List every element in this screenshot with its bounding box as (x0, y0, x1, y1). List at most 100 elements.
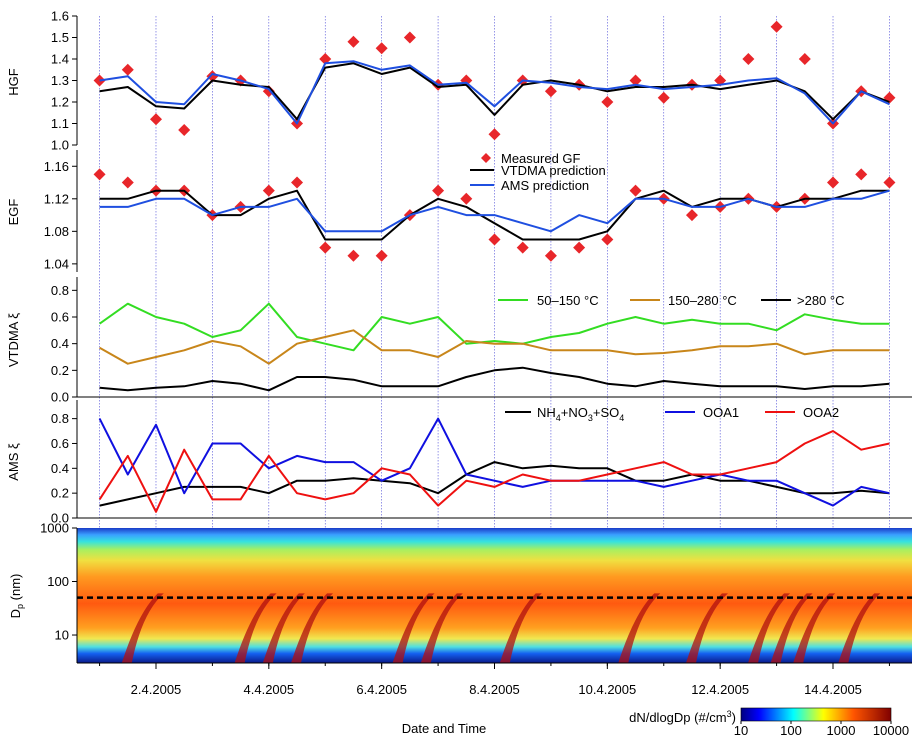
measured-gf-point (403, 31, 416, 44)
measured-gf-point (206, 70, 219, 83)
measured-gf-point (544, 85, 557, 98)
nucleation-event-band (838, 593, 881, 663)
y-tick-label: 1000 (40, 521, 69, 536)
series-line-50–150 °C (99, 302, 890, 352)
measured-gf-point (629, 74, 642, 87)
heat-y-label: Dp (nm) (8, 574, 25, 619)
y-tick-label: 10 (55, 628, 69, 643)
y-tick-label: 1.3 (51, 73, 69, 88)
nucleation-event-band (748, 593, 791, 663)
y-tick-label: 1.12 (44, 191, 69, 206)
vtdma-series (99, 302, 890, 392)
y-tick-label: 0.2 (51, 486, 69, 501)
nucleation-events (121, 593, 881, 663)
legend-vtdma-label: VTDMA prediction (501, 163, 606, 178)
nucleation-event-band (770, 593, 813, 663)
y-tick-label: 0.6 (51, 436, 69, 451)
measured-gf-point (319, 53, 332, 65)
y-tick-label: 0.0 (51, 511, 69, 526)
size-distribution-panel: 10 100 1000 Dp (nm) (8, 521, 912, 664)
series-line-OOA2 (98, 430, 890, 513)
y-tick-label: 1.0 (51, 138, 69, 153)
measured-gf-point (488, 128, 501, 141)
y-tick-label: 1.08 (44, 224, 69, 239)
colorbar-gradient (740, 707, 892, 722)
colorbar-tick-label: 1000 (827, 723, 856, 738)
nucleation-event-band (121, 593, 164, 663)
nucleation-event-band (234, 593, 277, 663)
measured-gf-point (573, 241, 586, 254)
measured-gf-point (121, 176, 134, 189)
egf-series (93, 168, 896, 262)
measured-gf-point (121, 63, 134, 76)
x-axis-ticks: 2.4.2005 4.4.2005 6.4.2005 8.4.2005 10.4.200… (99, 663, 890, 697)
egf-panel: 1.04 1.08 1.12 1.16 EGF (6, 150, 896, 272)
measured-gf-point (178, 123, 191, 136)
colorbar-tick-label: 100 (780, 723, 802, 738)
measured-gf-point (629, 184, 642, 197)
legend-150-280-label: 150–280 °C (668, 293, 737, 308)
hgf-panel: 1.0 1.1 1.2 1.3 1.4 1.5 1.6 HGF (6, 9, 896, 153)
series-line-AMS prediction (99, 189, 890, 233)
y-tick-label: 0.0 (51, 390, 69, 405)
series-line-AMS prediction (99, 60, 890, 125)
y-tick-label: 0.2 (51, 363, 69, 378)
gf-legend: Measured GF VTDMA prediction AMS predict… (470, 151, 606, 193)
measured-gf-point (93, 74, 106, 87)
measured-gf-point (855, 168, 868, 181)
y-tick-label: 100 (47, 574, 69, 589)
x-tick-label: 4.4.2005 (244, 682, 295, 697)
measured-gf-point (883, 176, 896, 189)
nucleation-event-band (262, 593, 305, 663)
measured-gf-point (601, 96, 614, 108)
measured-gf-point (742, 53, 755, 65)
y-tick-label: 0.8 (51, 411, 69, 426)
legend-measured-marker (481, 153, 491, 163)
measured-gf-point (657, 91, 670, 104)
measured-gf-point (827, 176, 840, 189)
measured-gf-point (516, 241, 529, 254)
legend-ooa1-label: OOA1 (703, 405, 739, 420)
vtdma-legend: 50–150 °C 150–280 °C >280 °C (498, 293, 844, 308)
y-tick-label: 0.4 (51, 461, 69, 476)
egf-y-label: EGF (6, 199, 21, 226)
x-tick-label: 12.4.2005 (691, 682, 749, 697)
hgf-y-ticks: 1.0 1.1 1.2 1.3 1.4 1.5 1.6 (51, 9, 77, 153)
heat-y-ticks: 10 100 1000 (40, 521, 77, 643)
nucleation-event-band (793, 593, 836, 663)
measured-gf-point (432, 184, 445, 197)
measured-gf-point (93, 168, 106, 181)
measured-gf-point (798, 53, 811, 65)
nucleation-event-band (618, 593, 661, 663)
y-tick-label: 1.04 (44, 256, 69, 271)
ams-series (98, 417, 890, 513)
x-tick-label: 6.4.2005 (356, 682, 407, 697)
legend-measured-label: Measured GF (501, 151, 581, 166)
ams-panel: 0.0 0.2 0.4 0.6 0.8 AMS ξ NH4+NO3+SO4 OOA1 O… (6, 400, 912, 526)
measured-gf-point (319, 241, 332, 254)
legend-ooa2-label: OOA2 (803, 405, 839, 420)
measured-gf-point (601, 233, 614, 246)
nucleation-event-band (499, 593, 542, 663)
legend-ams-label: AMS prediction (501, 178, 589, 193)
measured-gf-point (488, 233, 501, 246)
x-tick-label: 2.4.2005 (131, 682, 182, 697)
y-tick-label: 1.5 (51, 30, 69, 45)
series-line->280 °C (99, 366, 890, 392)
x-tick-label: 10.4.2005 (578, 682, 636, 697)
size-distribution-heatmap (77, 528, 912, 663)
series-line-150–280 °C (99, 329, 890, 365)
y-tick-label: 1.1 (51, 116, 69, 131)
measured-gf-point (347, 249, 360, 262)
colorbar: dN/dlogDp (#/cm3) 10 100 1000 10000 (629, 707, 909, 738)
nucleation-event-band (685, 593, 728, 663)
legend-50-150-label: 50–150 °C (537, 293, 599, 308)
vtdma-y-label: VTDMA ξ (6, 313, 21, 367)
vtdma-y-ticks: 0.0 0.2 0.4 0.6 0.8 (51, 283, 77, 405)
ams-y-label: AMS ξ (6, 443, 21, 481)
colorbar-label: dN/dlogDp (#/cm3) (629, 709, 736, 725)
hgf-y-label: HGF (6, 68, 21, 96)
measured-gf-point (460, 192, 473, 205)
x-tick-label: 8.4.2005 (469, 682, 520, 697)
